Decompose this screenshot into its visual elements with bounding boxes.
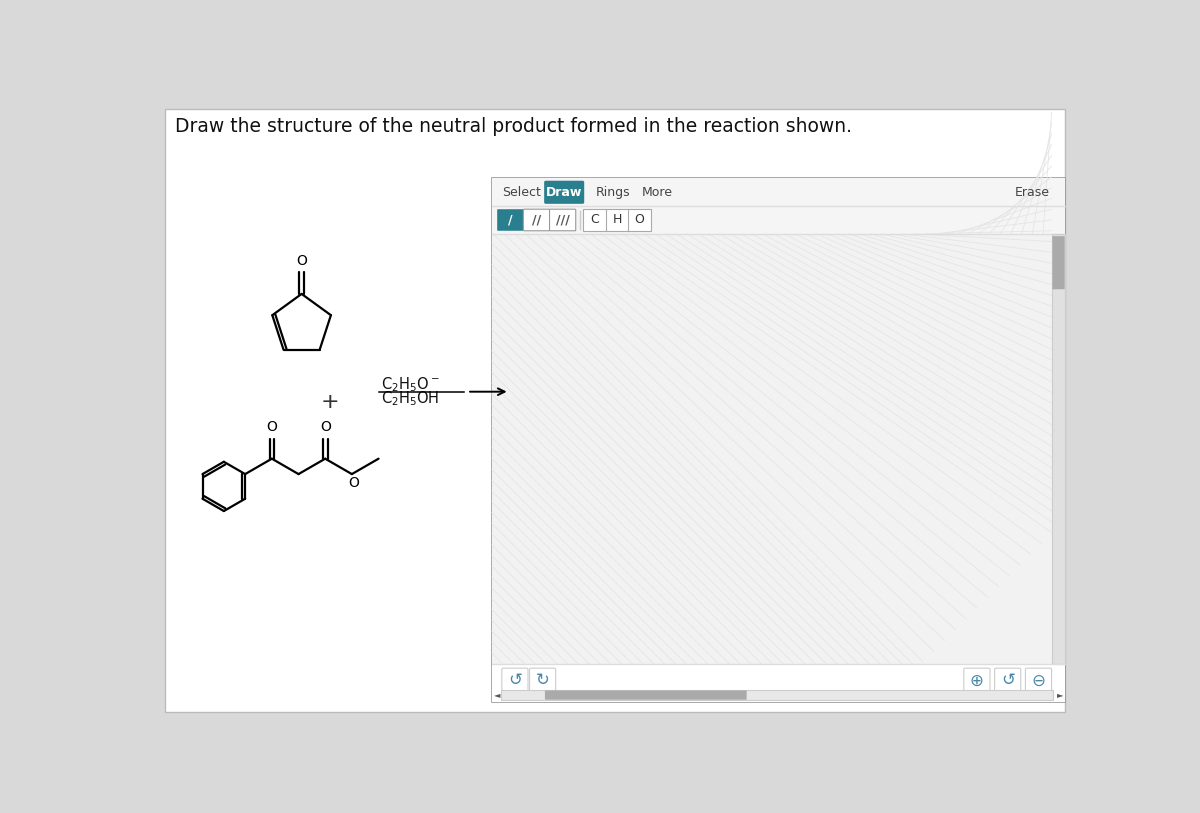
Text: H: H [613,214,622,227]
Text: ↻: ↻ [535,672,550,689]
FancyBboxPatch shape [164,109,1066,712]
FancyBboxPatch shape [492,178,1066,702]
Text: ►: ► [1057,690,1063,699]
FancyBboxPatch shape [545,690,746,700]
FancyBboxPatch shape [544,180,584,204]
Text: +: + [320,392,340,411]
Text: ↺: ↺ [1001,672,1015,689]
Bar [1051,234,1066,663]
Text: ◄: ◄ [494,690,500,699]
Text: Erase: Erase [1015,185,1050,198]
FancyBboxPatch shape [964,668,990,693]
FancyBboxPatch shape [628,209,652,231]
FancyBboxPatch shape [497,209,523,231]
Text: ↺: ↺ [508,672,522,689]
Bar [492,207,1066,234]
Text: C$_2$H$_5$O$^-$: C$_2$H$_5$O$^-$ [380,376,439,394]
Bar [492,663,1066,702]
FancyBboxPatch shape [583,209,606,231]
FancyBboxPatch shape [1026,668,1051,693]
FancyBboxPatch shape [606,209,629,231]
Text: O: O [296,254,307,267]
Text: O: O [635,214,644,227]
Text: O: O [348,476,359,490]
FancyBboxPatch shape [523,209,550,231]
FancyBboxPatch shape [502,668,528,693]
Text: C$_2$H$_5$OH: C$_2$H$_5$OH [380,389,439,408]
Text: Draw: Draw [546,185,582,198]
FancyBboxPatch shape [995,668,1021,693]
Text: Select: Select [503,185,541,198]
Text: /: / [508,214,512,227]
Text: ⊖: ⊖ [1032,672,1045,689]
FancyBboxPatch shape [550,209,576,231]
Text: O: O [319,420,331,434]
Text: ⊕: ⊕ [970,672,984,689]
Text: //: // [532,214,541,227]
Text: Rings: Rings [595,185,630,198]
Text: C: C [590,214,599,227]
Text: ///: /// [556,214,570,227]
Text: O: O [266,420,277,434]
Bar [492,234,1051,663]
Bar [492,178,1066,207]
Text: More: More [642,185,673,198]
FancyBboxPatch shape [529,668,556,693]
FancyBboxPatch shape [1052,236,1064,289]
Text: Draw the structure of the neutral product formed in the reaction shown.: Draw the structure of the neutral produc… [174,117,852,137]
Bar [502,690,1054,700]
